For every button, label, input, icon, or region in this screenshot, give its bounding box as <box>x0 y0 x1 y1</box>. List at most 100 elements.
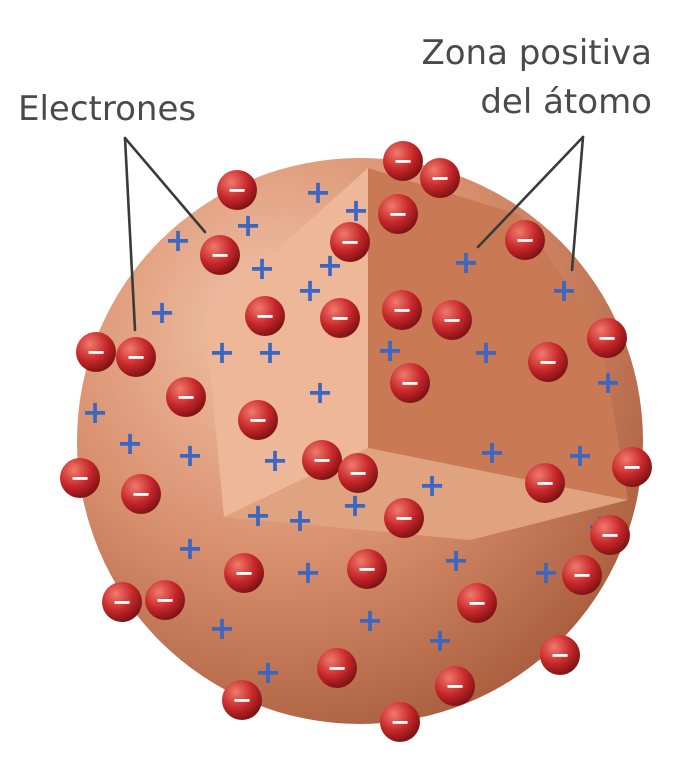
electron: − <box>320 298 360 338</box>
electron: − <box>587 318 627 358</box>
electron: − <box>432 300 472 340</box>
electron-ball <box>224 553 264 593</box>
electron-ball <box>435 666 475 706</box>
electron-charge-symbol: − <box>70 464 90 492</box>
electron-ball <box>420 158 460 198</box>
electron-charge-symbol: − <box>126 343 146 371</box>
electron-ball <box>378 194 418 234</box>
electron: − <box>435 666 475 706</box>
electron-ball <box>200 235 240 275</box>
positive-charge-symbol: + <box>245 496 272 534</box>
electron: − <box>338 453 378 493</box>
electron-ball <box>347 549 387 589</box>
positive-charge-symbol: + <box>443 541 470 579</box>
positive-charge-symbol: + <box>257 333 284 371</box>
electron-ball <box>390 363 430 403</box>
positive-charge-symbol: + <box>297 271 324 309</box>
positive-charge-symbol: + <box>262 441 289 479</box>
electron-ball <box>432 300 472 340</box>
electron-charge-symbol: − <box>248 406 268 434</box>
positive-charge-symbol: + <box>295 553 322 591</box>
electron-ball <box>217 170 257 210</box>
electron: − <box>528 342 568 382</box>
electron: − <box>540 635 580 675</box>
electron-charge-symbol: − <box>467 589 487 617</box>
positive-charge-symbol: + <box>551 271 578 309</box>
electron-charge-symbol: − <box>400 369 420 397</box>
electron: − <box>380 702 420 742</box>
electron-ball <box>330 222 370 262</box>
electron-ball <box>590 515 630 555</box>
electron-charge-symbol: − <box>155 586 175 614</box>
positive-charge-symbol: + <box>567 436 594 474</box>
positive-charge-symbol: + <box>473 333 500 371</box>
electron: − <box>217 170 257 210</box>
electron-charge-symbol: − <box>622 453 642 481</box>
electron: − <box>121 474 161 514</box>
electron-charge-symbol: − <box>348 459 368 487</box>
electron-ball <box>505 220 545 260</box>
electron-ball <box>222 680 262 720</box>
electrons-pointer <box>123 136 207 332</box>
electron-ball <box>528 342 568 382</box>
electron: − <box>384 498 424 538</box>
electron-charge-symbol: − <box>232 686 252 714</box>
electrons-label: Electrones <box>18 89 196 129</box>
electron-charge-symbol: − <box>442 306 462 334</box>
electron: − <box>222 680 262 720</box>
electron-charge-symbol: − <box>445 672 465 700</box>
positive-charge-symbol: + <box>357 601 384 639</box>
electron-charge-symbol: − <box>176 383 196 411</box>
positive-charge-symbol: + <box>453 243 480 281</box>
positive-charge-symbol: + <box>249 249 276 287</box>
electron-charge-symbol: − <box>538 348 558 376</box>
positive-charge-symbol: + <box>255 653 282 691</box>
electron-charge-symbol: − <box>550 641 570 669</box>
positive-charge-symbol: + <box>177 436 204 474</box>
electron: − <box>378 194 418 234</box>
positive-charge-symbol: + <box>287 501 314 539</box>
positive-charge-symbol: + <box>595 363 622 401</box>
electron: − <box>562 555 602 595</box>
positive-charge-symbol: + <box>82 393 109 431</box>
electron-ball <box>383 141 423 181</box>
electron-charge-symbol: − <box>357 555 377 583</box>
electron-charge-symbol: − <box>572 561 592 589</box>
electron-charge-symbol: − <box>535 469 555 497</box>
electron-charge-symbol: − <box>234 559 254 587</box>
electron: − <box>60 458 100 498</box>
electron-ball <box>238 400 278 440</box>
electron-ball <box>166 377 206 417</box>
positive-charge-symbol: + <box>305 173 332 211</box>
electron-ball <box>525 463 565 503</box>
electron-charge-symbol: − <box>600 521 620 549</box>
electron-ball <box>457 583 497 623</box>
positive-zone-pointer <box>476 135 585 272</box>
electron-ball <box>338 453 378 493</box>
electron-charge-symbol: − <box>394 504 414 532</box>
electron-charge-symbol: − <box>340 228 360 256</box>
electron: − <box>166 377 206 417</box>
positive-charge-symbol: + <box>377 331 404 369</box>
electron-ball <box>121 474 161 514</box>
electron-ball <box>540 635 580 675</box>
electron-ball <box>382 290 422 330</box>
electron-charge-symbol: − <box>430 164 450 192</box>
electron-ball <box>245 296 285 336</box>
electron-charge-symbol: − <box>255 302 275 330</box>
electron-charge-symbol: − <box>227 176 247 204</box>
cut-face-back <box>368 168 628 500</box>
electrons: −−−−−− −− − − −− −− −−−−− −−−−−−− −−−− −−−−−−− <box>60 141 652 742</box>
electron-ball <box>76 332 116 372</box>
electron: − <box>200 235 240 275</box>
electron: − <box>383 141 423 181</box>
electron: − <box>116 337 156 377</box>
electron: − <box>102 582 142 622</box>
positive-charge-symbol: + <box>533 553 560 591</box>
positive-charge-symbol: + <box>419 466 446 504</box>
electron-ball <box>116 337 156 377</box>
electron-ball <box>102 582 142 622</box>
electron-ball <box>60 458 100 498</box>
electron-ball <box>562 555 602 595</box>
